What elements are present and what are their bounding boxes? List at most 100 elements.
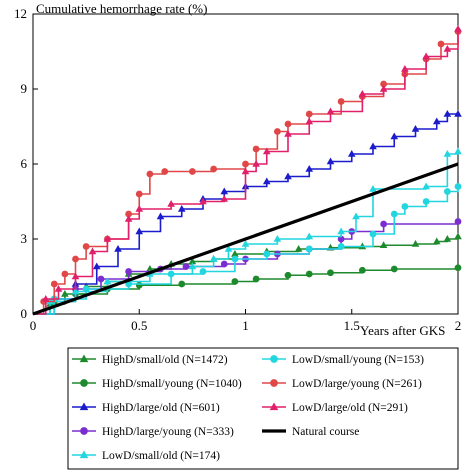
circle-marker — [422, 198, 430, 205]
triangle-marker — [269, 402, 279, 411]
triangle-marker — [390, 132, 399, 140]
triangle-marker — [432, 237, 441, 245]
series-layer — [32, 25, 462, 316]
triangle-marker — [146, 265, 154, 272]
legend-box — [67, 347, 459, 470]
circle-marker — [454, 218, 462, 225]
legend-label: Natural course — [292, 426, 359, 438]
triangle-marker — [443, 45, 452, 52]
legend-item: HighD/small/old (N=1472) — [72, 354, 228, 366]
triangle-marker — [252, 160, 260, 167]
triangle-marker — [443, 110, 452, 117]
circle-marker — [270, 379, 278, 387]
circle-marker — [188, 168, 196, 175]
circle-marker — [390, 265, 398, 273]
triangle-marker — [188, 257, 197, 265]
circle-marker — [135, 281, 143, 289]
circle-marker — [178, 280, 186, 288]
circle-marker — [72, 255, 79, 263]
circle-marker — [82, 285, 90, 293]
circle-marker — [390, 210, 398, 218]
series-7 — [33, 25, 462, 315]
triangle-marker — [305, 165, 314, 172]
circle-marker — [358, 266, 366, 274]
circle-marker — [369, 230, 377, 238]
triangle-marker — [199, 197, 207, 205]
legend-item: LowD/small/young (N=153) — [262, 354, 424, 366]
x-tick-label: 2 — [455, 318, 462, 333]
legend-item: HighD/large/old (N=601) — [72, 402, 220, 414]
triangle-marker — [284, 172, 292, 180]
legend-label: LowD/large/young (N=261) — [292, 378, 422, 390]
series-2 — [33, 110, 462, 315]
circle-marker — [199, 268, 207, 275]
circle-marker — [167, 270, 175, 278]
triangle-marker — [379, 241, 388, 249]
legend-label: HighD/small/young (N=1040) — [102, 378, 242, 390]
triangle-marker — [422, 52, 430, 60]
axes-layer: 0 0.5 1 1.5 2 0 3 6 9 12 — [14, 6, 461, 333]
triangle-marker — [443, 150, 452, 157]
circle-marker — [210, 165, 218, 173]
series-line — [33, 186, 459, 315]
series-line — [33, 113, 458, 315]
circle-marker — [252, 275, 260, 283]
triangle-marker — [294, 245, 303, 252]
triangle-marker — [220, 195, 229, 202]
triangle-marker — [220, 187, 229, 195]
triangle-marker — [369, 142, 377, 150]
triangle-marker — [188, 262, 197, 270]
legend-label: HighD/large/old (N=601) — [102, 402, 220, 414]
triangle-marker — [79, 402, 89, 411]
legend-label: LowD/small/old (N=174) — [102, 450, 220, 462]
circle-marker — [80, 427, 88, 435]
triangle-marker — [114, 245, 122, 252]
triangle-marker — [71, 287, 80, 295]
triangle-marker — [224, 245, 233, 252]
triangle-marker — [454, 110, 462, 117]
triangle-marker — [156, 212, 165, 220]
circle-marker — [252, 145, 260, 153]
circle-marker — [401, 203, 409, 210]
y-tick-label: 6 — [21, 156, 28, 171]
triangle-marker — [347, 150, 356, 157]
circle-marker — [231, 278, 239, 285]
triangle-marker — [273, 235, 282, 242]
triangle-marker — [411, 125, 420, 132]
triangle-marker — [209, 255, 218, 262]
legend-label: LowD/small/young (N=153) — [292, 354, 424, 366]
x-tick-label: 0 — [30, 318, 37, 333]
triangle-marker — [262, 177, 271, 185]
circle-marker — [273, 128, 281, 135]
y-tick-label: 3 — [21, 231, 28, 246]
triangle-marker — [241, 240, 250, 247]
triangle-marker — [167, 200, 175, 207]
circle-marker — [182, 263, 190, 270]
circle-marker — [284, 271, 292, 279]
circle-marker — [161, 168, 169, 175]
legend-item: LowD/small/old (N=174) — [72, 450, 220, 462]
triangle-marker — [337, 227, 345, 235]
triangle-marker — [284, 130, 292, 137]
circle-marker — [305, 245, 313, 253]
circle-marker — [327, 269, 334, 277]
circle-marker — [220, 260, 228, 268]
circle-marker — [270, 355, 278, 363]
triangle-marker — [103, 235, 112, 242]
triangle-marker — [305, 117, 314, 125]
circle-marker — [284, 120, 292, 128]
circle-marker — [454, 264, 462, 272]
triangle-marker — [411, 240, 420, 247]
triangle-marker — [326, 157, 335, 165]
circle-marker — [437, 40, 445, 48]
legend-item: LowD/large/old (N=291) — [262, 402, 408, 414]
triangle-marker — [401, 65, 409, 72]
legend-item: LowD/large/young (N=261) — [262, 378, 422, 390]
circle-marker — [61, 270, 69, 278]
triangle-marker — [177, 205, 186, 212]
triangle-marker — [262, 147, 271, 155]
legend-label: HighD/small/old (N=1472) — [102, 354, 228, 366]
triangle-marker — [443, 235, 452, 242]
circle-marker — [337, 243, 345, 250]
